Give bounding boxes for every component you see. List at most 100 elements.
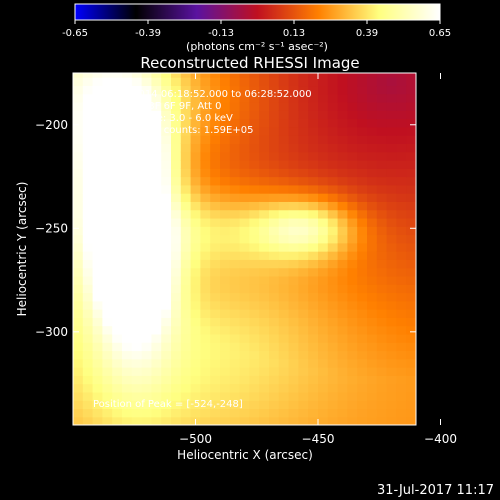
heatmap-cell: [161, 416, 172, 425]
heatmap-cell: [396, 101, 407, 111]
heatmap-cell: [308, 408, 319, 418]
heatmap-cell: [269, 325, 280, 335]
heatmap-cell: [220, 309, 231, 318]
heatmap-cell: [141, 151, 152, 161]
heatmap-cell: [92, 383, 103, 393]
heatmap-cell: [288, 251, 299, 260]
heatmap-cell: [298, 325, 309, 335]
heatmap-cell: [102, 151, 113, 161]
heatmap-cell: [386, 242, 397, 252]
heatmap-cell: [337, 110, 348, 120]
heatmap-cell: [112, 342, 123, 352]
heatmap-cell: [259, 184, 270, 194]
colorbar-tick-label: -0.65: [62, 28, 88, 39]
heatmap-cell: [171, 110, 182, 120]
heatmap-cell: [386, 383, 397, 393]
heatmap-cell: [180, 176, 192, 186]
heatmap-cell: [327, 259, 339, 269]
heatmap-cell: [102, 217, 113, 227]
heatmap-cell: [269, 367, 280, 376]
heatmap-cell: [151, 143, 162, 153]
heatmap-cell: [357, 234, 368, 244]
heatmap-cell: [376, 317, 388, 327]
heatmap-cell: [239, 333, 250, 343]
heatmap-cell: [327, 168, 339, 178]
heatmap-cell: [376, 375, 388, 385]
heatmap-cell: [73, 184, 84, 194]
heatmap-cell: [210, 259, 221, 269]
heatmap-cell: [367, 242, 378, 252]
heatmap-cell: [249, 284, 260, 294]
heatmap-cell: [367, 234, 378, 244]
heatmap-cell: [318, 77, 329, 87]
heatmap-cell: [318, 325, 329, 335]
heatmap-cell: [180, 292, 192, 302]
heatmap-cell: [386, 259, 397, 269]
heatmap-cell: [102, 226, 113, 236]
heatmap-cell: [406, 73, 416, 78]
heatmap-cell: [92, 325, 103, 335]
heatmap-cell: [298, 135, 309, 144]
heatmap-cell: [112, 151, 123, 161]
heatmap-cell: [337, 416, 348, 425]
heatmap-cell: [210, 317, 221, 327]
heatmap-cell: [82, 135, 94, 144]
heatmap-cell: [396, 292, 407, 302]
heatmap-cell: [406, 309, 416, 318]
heatmap-cell: [102, 391, 113, 401]
heatmap-cell: [92, 193, 103, 202]
heatmap-cell: [406, 408, 416, 418]
heatmap-cell: [102, 267, 113, 277]
heatmap-cell: [200, 118, 211, 128]
heatmap-cell: [73, 284, 84, 294]
heatmap-cell: [112, 77, 123, 87]
heatmap-cell: [151, 193, 162, 202]
heatmap-cell: [298, 416, 309, 425]
heatmap-cell: [376, 267, 388, 277]
heatmap-cell: [327, 375, 339, 385]
heatmap-cell: [92, 275, 103, 285]
heatmap-cell: [269, 176, 280, 186]
heatmap-cell: [278, 226, 290, 236]
heatmap-cell: [122, 101, 133, 111]
y-tick-label: −250: [35, 221, 68, 235]
heatmap-cell: [327, 251, 339, 260]
heatmap-cell: [102, 342, 113, 352]
heatmap-cell: [131, 275, 143, 285]
heatmap-cell: [151, 101, 162, 111]
heatmap-cell: [131, 101, 143, 111]
heatmap-cell: [406, 77, 416, 87]
heatmap-cell: [73, 201, 84, 211]
heatmap-cell: [82, 77, 94, 87]
heatmap-cell: [298, 151, 309, 161]
heatmap-cell: [220, 168, 231, 178]
heatmap-cell: [112, 135, 123, 144]
heatmap-cell: [151, 126, 162, 136]
heatmap-cell: [318, 176, 329, 186]
heatmap-cell: [92, 151, 103, 161]
heatmap-cell: [112, 110, 123, 120]
heatmap-cell: [308, 85, 319, 95]
heatmap-cell: [92, 159, 103, 169]
heatmap-cell: [386, 375, 397, 385]
heatmap-cell: [190, 259, 201, 269]
heatmap-cell: [249, 151, 260, 161]
heatmap-cell: [318, 101, 329, 111]
heatmap-cell: [386, 209, 397, 219]
heatmap-cell: [259, 193, 270, 202]
heatmap-cell: [347, 333, 358, 343]
heatmap-cell: [249, 333, 260, 343]
heatmap-cell: [141, 342, 152, 352]
heatmap-cell: [131, 118, 143, 128]
heatmap-cell: [337, 217, 348, 227]
heatmap-cell: [249, 93, 260, 103]
heatmap-cell: [122, 135, 133, 144]
heatmap-cell: [102, 251, 113, 260]
heatmap-cell: [386, 300, 397, 310]
heatmap-cell: [161, 209, 172, 219]
x-tick-label: −500: [179, 432, 212, 446]
colorbar-label: (photons cm⁻² s⁻¹ asec⁻²): [186, 40, 328, 53]
heatmap-cell: [396, 342, 407, 352]
heatmap-cell: [122, 375, 133, 385]
heatmap-cell: [102, 358, 113, 368]
